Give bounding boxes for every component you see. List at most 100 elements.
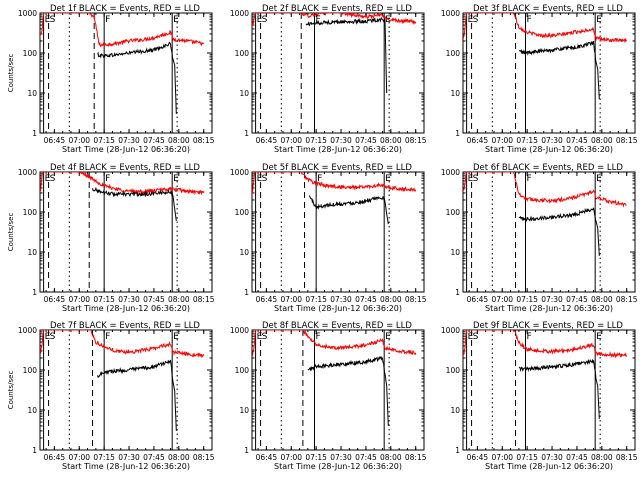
y-tick-label: 10 <box>239 89 249 98</box>
event-marker-label: E <box>385 332 391 342</box>
x-tick-label: 07:45 <box>566 136 588 145</box>
x-tick-label: 08:00 <box>168 136 190 145</box>
event-marker-label: E <box>468 332 474 342</box>
event-marker-label: E <box>45 174 51 184</box>
event-marker-label: E <box>596 15 602 25</box>
y-tick-label: 1 <box>32 288 37 297</box>
x-axis-label: Start Time (28-Jun-12 06:36:20) <box>485 304 613 313</box>
y-tick-label: 10 <box>239 406 249 415</box>
x-tick-label: 08:00 <box>380 136 402 145</box>
x-tick-label: 07:30 <box>541 136 563 145</box>
event-marker-label: F <box>315 15 320 25</box>
lld-series-line <box>40 172 205 196</box>
panel-det-6: Det 6f BLACK = Events, RED = LLD 1 10 100 10… <box>441 163 638 313</box>
x-tick-label: 07:00 <box>491 453 513 462</box>
events-series-line <box>518 40 600 100</box>
y-tick-label: 1 <box>32 129 37 138</box>
event-marker-label: S <box>473 15 479 25</box>
plot-frame <box>251 12 425 134</box>
y-tick-label: 10 <box>450 89 460 98</box>
panel-title: Det 7f BLACK = Events, RED = LLD <box>50 321 200 331</box>
x-tick-label: 06:45 <box>44 453 66 462</box>
x-tick-label: 07:45 <box>355 136 377 145</box>
event-marker-label: F <box>315 332 320 342</box>
events-series-line <box>305 17 388 94</box>
events-series-line <box>518 358 600 419</box>
panel-det-2: Det 2f BLACK = Events, RED = LLD 1 10 100 10… <box>230 4 427 154</box>
y-tick-label: 1 <box>455 129 460 138</box>
event-marker-label: E <box>468 174 474 184</box>
y-axis-label: Counts/sec <box>7 213 15 252</box>
x-tick-label: 08:15 <box>405 295 427 304</box>
event-marker-label: E <box>45 15 51 25</box>
panel-title: Det 4f BLACK = Events, RED = LLD <box>50 163 200 173</box>
y-tick-label: 1 <box>32 446 37 455</box>
event-marker-label: S <box>50 15 56 25</box>
y-tick-label: 10 <box>27 406 37 415</box>
x-tick-label: 07:15 <box>93 136 115 145</box>
x-tick-label: 07:15 <box>305 136 327 145</box>
y-tick-label: 1 <box>455 446 460 455</box>
x-tick-label: 08:00 <box>168 453 190 462</box>
event-marker-label: E <box>257 332 263 342</box>
x-tick-label: 07:30 <box>541 453 563 462</box>
panel-title: Det 3f BLACK = Events, RED = LLD <box>473 4 623 14</box>
event-marker-label: E <box>596 174 602 184</box>
x-tick-label: 08:15 <box>405 453 427 462</box>
lld-series-line <box>252 172 417 196</box>
x-tick-label: 07:45 <box>355 295 377 304</box>
event-marker-label: S <box>262 332 268 342</box>
x-axis-label: Start Time (28-Jun-12 06:36:20) <box>274 145 402 154</box>
panel-det-8: Det 8f BLACK = Events, RED = LLD 1 10 100 10… <box>230 321 427 471</box>
event-marker-label: F <box>105 174 110 184</box>
x-tick-label: 07:15 <box>516 136 538 145</box>
y-tick-label: 1 <box>244 129 249 138</box>
x-tick-label: 06:45 <box>256 453 278 462</box>
panel-title: Det 5f BLACK = Events, RED = LLD <box>262 163 412 173</box>
event-marker-label: S <box>262 15 268 25</box>
y-tick-label: 1000 <box>441 326 460 335</box>
x-tick-label: 06:45 <box>467 295 489 304</box>
events-series-line <box>97 41 177 114</box>
event-marker-label: F <box>526 15 531 25</box>
panel-title: Det 2f BLACK = Events, RED = LLD <box>262 4 412 14</box>
x-tick-label: 08:00 <box>380 453 402 462</box>
plot-frame <box>462 12 636 134</box>
x-tick-label: 08:15 <box>616 453 638 462</box>
event-marker-label: E <box>468 15 474 25</box>
y-tick-label: 10 <box>450 248 460 257</box>
panel-det-7: Det 7f BLACK = Events, RED = LLD 1 10 100 10… <box>7 321 215 471</box>
x-tick-label: 07:00 <box>68 453 90 462</box>
event-marker-label: E <box>596 332 602 342</box>
y-tick-label: 10 <box>27 248 37 257</box>
y-tick-label: 100 <box>23 49 38 58</box>
event-marker-label: F <box>317 174 322 184</box>
x-tick-label: 07:30 <box>330 453 352 462</box>
y-tick-label: 100 <box>446 208 461 217</box>
events-series-line <box>92 186 177 221</box>
y-axis-label: Counts/sec <box>7 54 15 93</box>
y-tick-label: 1000 <box>230 168 249 177</box>
x-tick-label: 08:00 <box>380 295 402 304</box>
panel-title: Det 8f BLACK = Events, RED = LLD <box>262 321 412 331</box>
x-axis-label: Start Time (28-Jun-12 06:36:20) <box>62 462 190 471</box>
lld-series-line <box>463 172 627 208</box>
event-marker-label: E <box>173 332 179 342</box>
y-tick-label: 1000 <box>230 9 249 18</box>
x-axis-label: Start Time (28-Jun-12 06:36:20) <box>485 145 613 154</box>
event-marker-label: F <box>105 332 110 342</box>
y-tick-label: 100 <box>235 49 250 58</box>
y-tick-label: 10 <box>27 89 37 98</box>
x-tick-label: 07:45 <box>143 136 165 145</box>
panel-det-9: Det 9f BLACK = Events, RED = LLD 1 10 100 10… <box>441 321 638 471</box>
x-tick-label: 07:30 <box>118 295 140 304</box>
x-axis-label: Start Time (28-Jun-12 06:36:20) <box>485 462 613 471</box>
lld-series-line <box>463 330 628 359</box>
panel-det-1: Det 1f BLACK = Events, RED = LLD 1 10 100 10… <box>7 4 215 154</box>
y-tick-label: 100 <box>446 366 461 375</box>
x-tick-label: 07:00 <box>491 136 513 145</box>
x-tick-label: 06:45 <box>44 295 66 304</box>
x-tick-label: 08:00 <box>591 136 613 145</box>
plot-frame <box>462 171 636 293</box>
